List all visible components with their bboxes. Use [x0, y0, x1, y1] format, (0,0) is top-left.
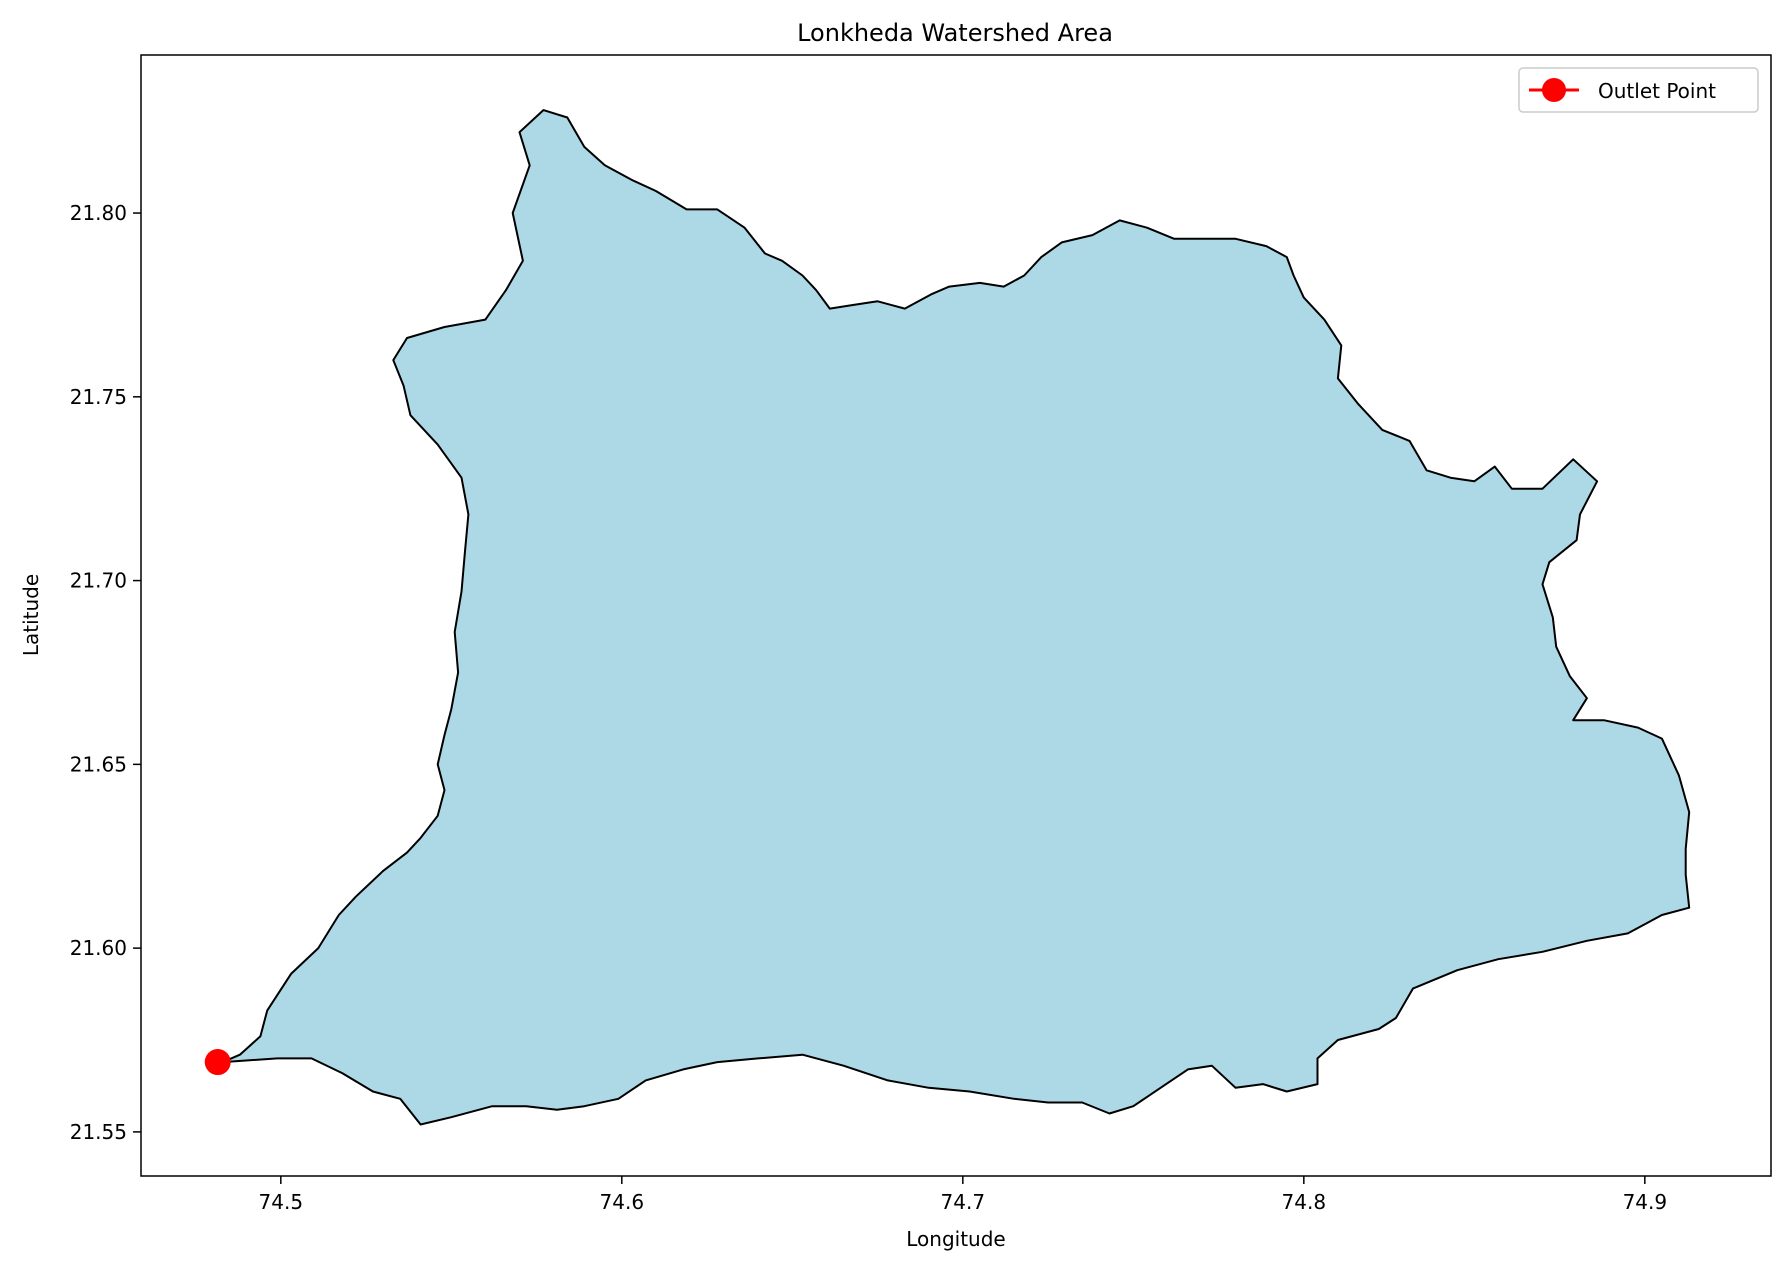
x-tick-label: 74.6	[600, 1190, 645, 1214]
x-tick-label: 74.5	[259, 1190, 304, 1214]
y-tick-label: 21.80	[70, 201, 127, 225]
outlet-layer	[204, 1049, 231, 1076]
axes-frame	[140, 54, 1772, 1177]
legend: Outlet Point	[1518, 67, 1759, 113]
legend-box	[1518, 67, 1759, 113]
plot-area	[221, 109, 1691, 1126]
x-tick-label: 74.7	[941, 1190, 986, 1214]
chart-title: Lonkheda Watershed Area	[797, 19, 1113, 47]
y-tick-label: 21.65	[70, 752, 127, 776]
outlet-point-marker	[204, 1049, 231, 1076]
y-tick-label: 21.55	[70, 1120, 127, 1144]
y-axis-label: Latitude	[19, 574, 43, 656]
y-tick-label: 21.75	[70, 385, 127, 409]
y-axis-ticks: 21.55 21.60 21.65 21.70 21.75 21.80	[70, 201, 141, 1144]
legend-label-outlet: Outlet Point	[1598, 79, 1716, 103]
x-axis-ticks: 74.5 74.6 74.7 74.8 74.9	[259, 1176, 1668, 1214]
y-tick-label: 21.70	[70, 569, 127, 593]
x-axis-label: Longitude	[906, 1227, 1005, 1251]
watershed-polygon	[221, 109, 1691, 1126]
x-tick-label: 74.9	[1623, 1190, 1668, 1214]
y-tick-label: 21.60	[70, 936, 127, 960]
x-tick-label: 74.8	[1282, 1190, 1327, 1214]
legend-outlet-marker	[1542, 78, 1566, 102]
